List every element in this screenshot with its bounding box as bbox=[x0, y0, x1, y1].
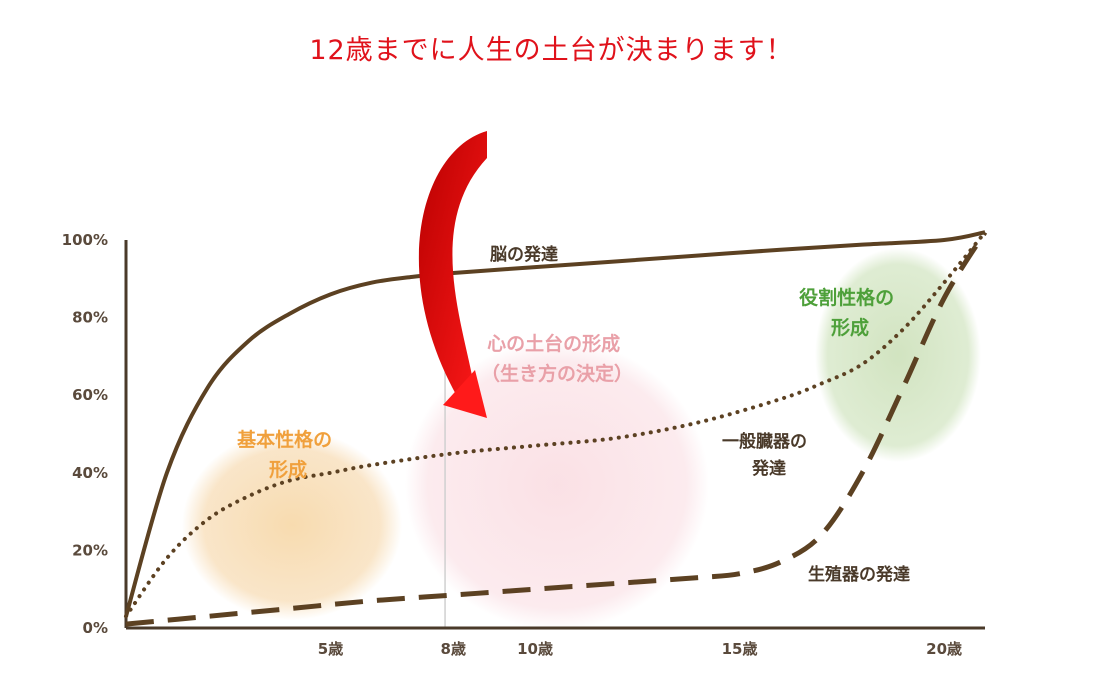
region-basic-personality bbox=[182, 430, 402, 620]
series-reproductive-line bbox=[125, 230, 988, 627]
y-tick-label: 80% bbox=[72, 309, 108, 327]
y-tick-label: 20% bbox=[72, 541, 108, 559]
series-brain-label: 脳の発達 bbox=[490, 244, 558, 265]
x-tick-label: 15歳 bbox=[722, 640, 758, 658]
y-tick-labels: 0% 20% 40% 60% 80% 100% bbox=[62, 231, 108, 637]
y-tick-label: 60% bbox=[72, 386, 108, 404]
page-title: 12歳までに人生の土台が決まります！ bbox=[309, 35, 794, 66]
region-heart-foundation-label: 心の土台の形成 （生き方の決定） bbox=[481, 332, 633, 385]
x-tick-label: 5歳 bbox=[318, 640, 343, 658]
y-tick-label: 40% bbox=[72, 464, 108, 482]
x-tick-label: 10歳 bbox=[517, 640, 553, 658]
region-role-personality bbox=[815, 248, 981, 462]
series-general-label: 一般臓器の 発達 bbox=[722, 431, 813, 479]
x-tick-labels: 5歳 8歳 10歳 15歳 20歳 bbox=[318, 640, 962, 658]
region-role-personality-label: 役割性格の 形成 bbox=[799, 286, 901, 339]
x-tick-label: 20歳 bbox=[926, 640, 962, 658]
series-repro-label: 生殖器の発達 bbox=[808, 564, 910, 585]
y-tick-label: 0% bbox=[83, 619, 108, 637]
x-tick-label: 8歳 bbox=[441, 640, 466, 658]
region-basic-personality-label: 基本性格の 形成 bbox=[236, 428, 339, 481]
y-tick-label: 100% bbox=[62, 231, 108, 249]
curved-arrow-icon bbox=[418, 131, 487, 410]
curved-arrow-head bbox=[443, 370, 487, 418]
